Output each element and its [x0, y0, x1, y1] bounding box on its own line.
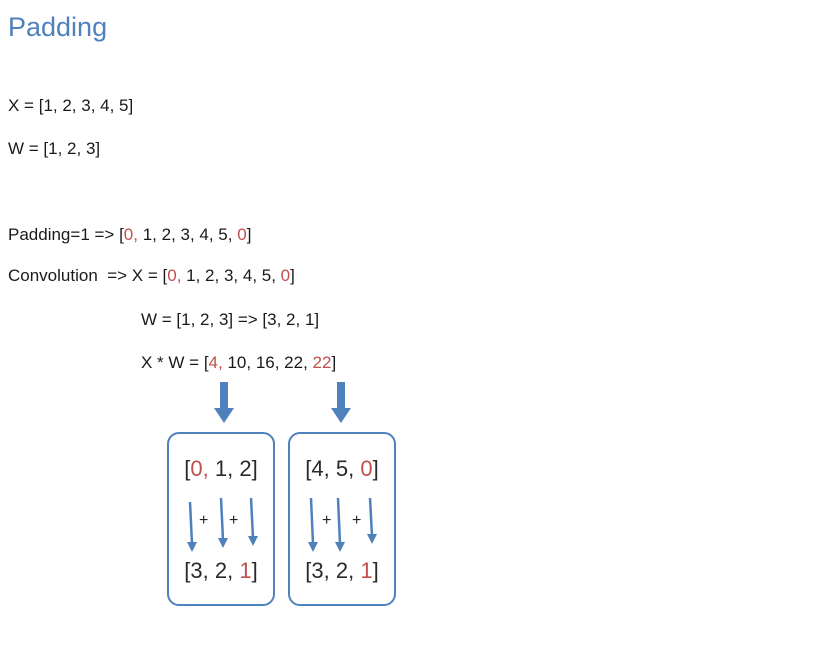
padding-line: Padding=1 => [0, 1, 2, 3, 4, 5, 0] — [8, 225, 251, 245]
conv-middle: 1, 2, 3, 4, 5, — [181, 266, 281, 285]
conv-close: ] — [290, 266, 295, 285]
padding-pad-left: 0, — [123, 225, 138, 244]
left-top-open: [ — [184, 456, 191, 481]
left-bottom-close: ] — [251, 558, 258, 583]
right-plus-2: + — [352, 512, 362, 529]
right-plus-1: + — [322, 512, 332, 529]
conv-pad-left: 0, — [167, 266, 182, 285]
conv-pad-right: 0 — [280, 266, 291, 285]
x-definition: X = [1, 2, 3, 4, 5] — [8, 96, 133, 116]
right-top-main: [4, 5, — [305, 456, 361, 481]
padding-pad-right: 0 — [237, 225, 247, 244]
right-top-red: 0 — [360, 456, 373, 481]
left-multiply-arrows-icon — [187, 497, 258, 552]
left-plus-1: + — [199, 512, 209, 529]
padding-close: ] — [246, 225, 252, 244]
x-def-prefix: X = [ — [8, 96, 44, 115]
x-def-suffix: ] — [128, 96, 134, 115]
left-window-top: [0, 1, 2] — [169, 456, 273, 482]
x-def-values: 1, 2, 3, 4, 5 — [43, 96, 129, 115]
conv-label: Convolution => X = [ — [8, 266, 168, 285]
right-bottom-close: ] — [372, 558, 379, 583]
convolution-line: Convolution => X = [0, 1, 2, 3, 4, 5, 0] — [8, 266, 295, 286]
right-multiply-arrows-icon — [308, 497, 377, 552]
result-close: ] — [331, 353, 337, 372]
right-bottom-red: 1 — [360, 558, 373, 583]
left-plus-2: + — [229, 512, 239, 529]
right-window-box: [4, 5, 0] + + [3, 2, 1] — [288, 432, 396, 606]
right-window-bottom: [3, 2, 1] — [290, 558, 394, 584]
left-window-box: [0, 1, 2] + + [3, 2, 1] — [167, 432, 275, 606]
left-bottom-red: 1 — [239, 558, 252, 583]
right-window-top: [4, 5, 0] — [290, 456, 394, 482]
left-top-red: 0, — [190, 456, 209, 481]
result-middle: 10, 16, 22, — [222, 353, 313, 372]
right-top-close: ] — [372, 456, 379, 481]
down-arrow-icon-right — [331, 382, 351, 423]
result-first: 4, — [208, 353, 223, 372]
padding-label: Padding=1 => [ — [8, 225, 124, 244]
result-line: X * W = [4, 10, 16, 22, 22] — [141, 353, 336, 373]
result-label: X * W = [ — [141, 353, 209, 372]
result-last: 22 — [312, 353, 332, 372]
padding-middle: 1, 2, 3, 4, 5, — [137, 225, 238, 244]
w-flip-line: W = [1, 2, 3] => [3, 2, 1] — [141, 310, 320, 329]
down-arrow-icon-left — [214, 382, 234, 423]
w-definition: W = [1, 2, 3] — [8, 139, 101, 158]
right-bottom-main: [3, 2, — [305, 558, 361, 583]
page-title: Padding — [8, 12, 108, 42]
left-top-rest: 1, 2] — [208, 456, 258, 481]
left-window-bottom: [3, 2, 1] — [169, 558, 273, 584]
left-bottom-main: [3, 2, — [184, 558, 240, 583]
